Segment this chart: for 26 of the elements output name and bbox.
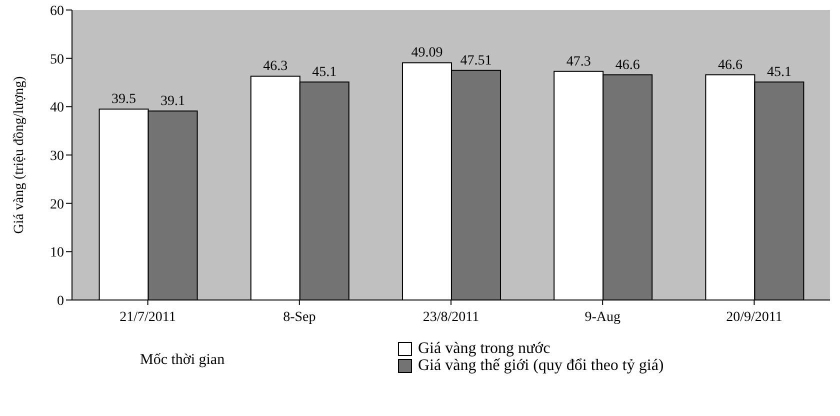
x-tick-label: 8-Sep [283, 310, 316, 325]
legend-label: Giá vàng thế giới (quy đổi theo tỷ giá) [418, 357, 664, 374]
data-label: 46.6 [615, 58, 640, 73]
y-tick-label: 60 [50, 4, 64, 19]
y-axis-title: Giá vàng (triệu đồng/lượng) [12, 76, 27, 234]
data-label: 47.51 [460, 53, 492, 68]
data-label: 47.3 [566, 54, 591, 70]
y-tick-label: 20 [50, 197, 64, 212]
data-label: 46.3 [263, 59, 288, 74]
data-label: 39.1 [160, 94, 186, 110]
x-tick-label: 20/9/2011 [726, 310, 782, 325]
x-tick-label: 23/8/2011 [422, 310, 480, 325]
data-label: 39.5 [112, 92, 136, 108]
data-label: 45.1 [312, 65, 337, 80]
y-tick-label: 50 [50, 52, 64, 68]
data-label: 46.6 [718, 58, 742, 73]
x-tick-label: 21/7/2011 [120, 310, 176, 325]
y-tick-label: 10 [50, 246, 64, 261]
legend-label: Giá vàng trong nước [418, 340, 550, 357]
data-label: 45.1 [766, 65, 792, 80]
data-label: 49.09 [411, 46, 443, 61]
y-tick-label: 40 [50, 100, 64, 116]
y-tick-label: 0 [57, 294, 64, 309]
y-tick-label: 30 [50, 148, 64, 164]
x-axis-title: Mốc thời gian [140, 352, 225, 369]
x-tick-label: 9-Aug [584, 310, 620, 325]
